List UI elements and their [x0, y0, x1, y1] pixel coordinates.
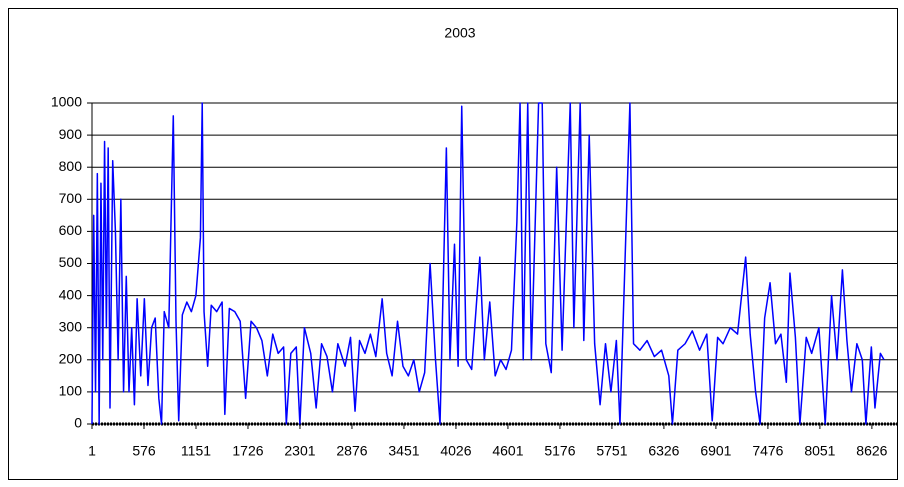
x-tick-label: 4026: [440, 443, 471, 459]
x-tick-label: 576: [132, 443, 156, 459]
chart-title: 2003: [444, 25, 475, 41]
x-tick-label: 8626: [856, 443, 887, 459]
x-tick-label: 6901: [700, 443, 731, 459]
x-tick-label: 1151: [181, 443, 211, 459]
y-tick-label: 300: [59, 318, 83, 334]
x-tick-label: 5176: [544, 443, 575, 459]
y-tick-label: 0: [74, 415, 82, 431]
y-tick-label: 100: [59, 383, 83, 399]
x-tick-label: 8051: [804, 443, 835, 459]
y-tick-label: 700: [59, 190, 83, 206]
y-tick-label: 1000: [51, 94, 82, 110]
x-tick-label: 5751: [596, 443, 627, 459]
x-tick-label: 2876: [336, 443, 367, 459]
y-tick-label: 900: [59, 126, 83, 142]
x-tick-label: 2301: [284, 443, 315, 459]
y-tick-label: 200: [59, 351, 83, 367]
x-tick-label: 6326: [648, 443, 679, 459]
x-tick-label: 3451: [388, 443, 419, 459]
data-line: [91, 102, 885, 425]
y-tick-label: 800: [59, 158, 83, 174]
y-tick-label: 400: [59, 286, 83, 302]
chart-border: [8, 8, 898, 480]
x-tick-label: 4601: [492, 443, 523, 459]
x-tick-label: 7476: [752, 443, 783, 459]
y-tick-label: 500: [59, 254, 83, 270]
x-tick-label: 1726: [232, 443, 263, 459]
x-tick-label: 1: [88, 443, 96, 459]
y-tick-label: 600: [59, 222, 83, 238]
